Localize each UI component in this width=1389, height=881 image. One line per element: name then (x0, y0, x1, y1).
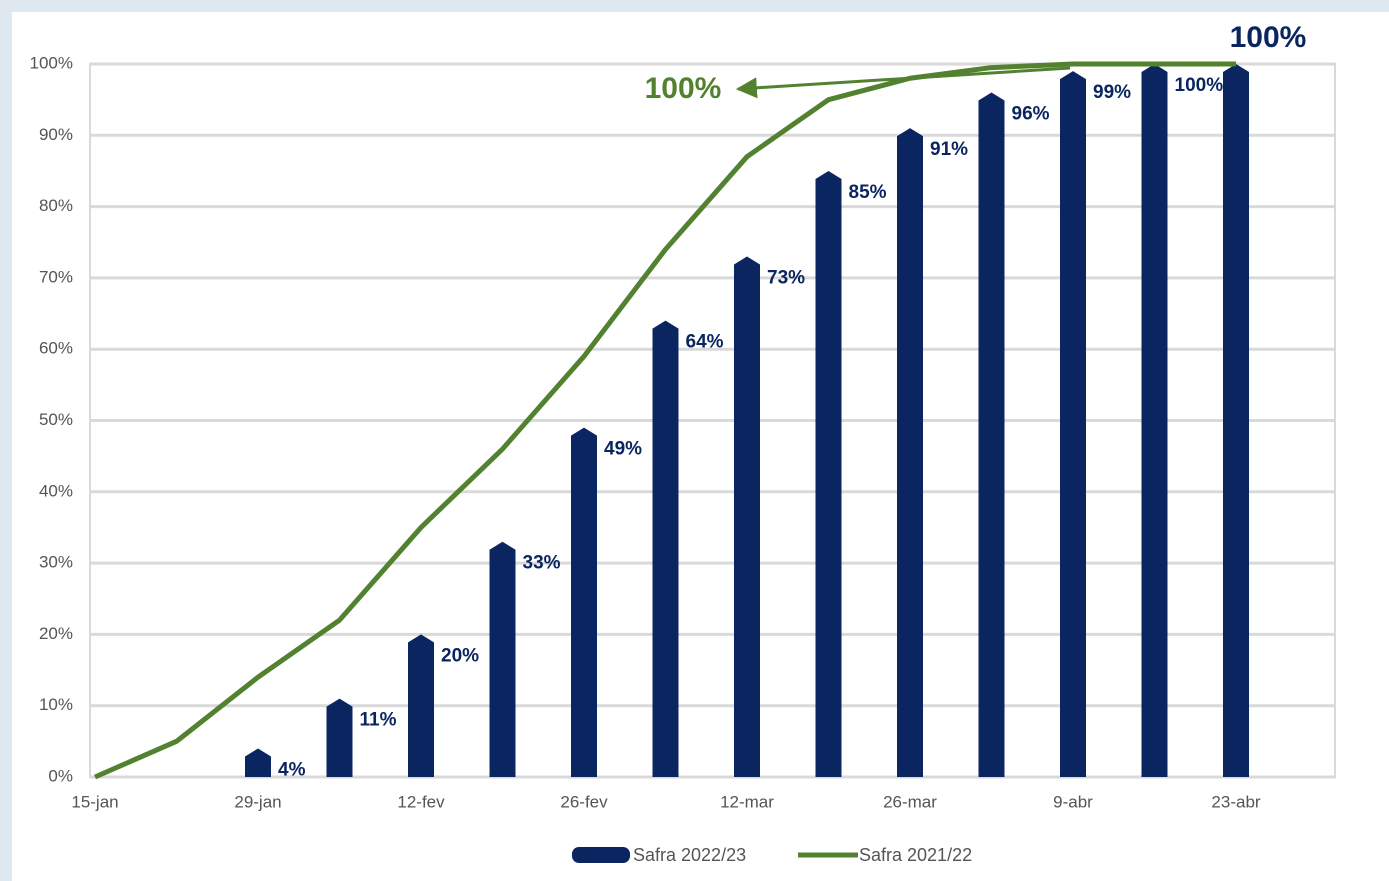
y-tick-label: 30% (39, 553, 73, 572)
value-label: 91% (930, 139, 968, 160)
y-tick-label: 10% (39, 695, 73, 714)
value-label: 96% (1012, 104, 1050, 125)
y-tick-label: 100% (30, 53, 73, 72)
y-tick-label: 20% (39, 624, 73, 643)
line (93, 61, 1236, 780)
y-tick-label: 90% (39, 125, 73, 144)
x-tick-label: 29-jan (234, 792, 281, 811)
bar (571, 427, 597, 777)
x-tick-label: 26-mar (883, 792, 937, 811)
chart-panel (12, 12, 1389, 881)
bar (408, 634, 434, 777)
value-label: 99% (1093, 82, 1131, 103)
bar (897, 128, 923, 778)
bar (978, 92, 1005, 777)
value-label: 20% (441, 645, 479, 666)
annotation-arrow (735, 66, 1071, 99)
annotation: 100% (645, 72, 722, 105)
value-label: 4% (278, 759, 306, 780)
value-label: 11% (360, 710, 397, 731)
value-label: 85% (849, 182, 887, 203)
value-label: 100% (1175, 75, 1224, 96)
legend-label: Safra 2022/23 (633, 845, 746, 865)
x-tick-label: 12-mar (720, 792, 774, 811)
x-tick-label: 15-jan (71, 792, 118, 811)
y-tick-label: 60% (39, 339, 73, 358)
legend-label: Safra 2021/22 (859, 845, 972, 865)
value-label: 73% (767, 268, 805, 289)
bar (734, 256, 760, 777)
bar (652, 320, 679, 777)
y-tick-label: 40% (39, 481, 73, 500)
value-label: 100% (1230, 21, 1307, 54)
x-tick-label: 26-fev (560, 792, 608, 811)
bar (489, 541, 516, 777)
y-tick-label: 70% (39, 267, 73, 286)
x-tick-label: 12-fev (397, 792, 445, 811)
value-label: 49% (604, 439, 642, 460)
bar (1060, 71, 1086, 777)
bar (245, 748, 271, 777)
x-tick-label: 9-abr (1053, 792, 1093, 811)
y-tick-label: 80% (39, 196, 73, 215)
value-label: 64% (686, 332, 724, 353)
y-tick-label: 0% (48, 766, 73, 785)
y-tick-label: 50% (39, 410, 73, 429)
bar (1223, 64, 1249, 777)
legend-swatch (572, 847, 630, 863)
x-tick-label: 23-abr (1211, 792, 1260, 811)
bar (1141, 64, 1168, 777)
bar (326, 698, 353, 777)
value-label: 33% (523, 553, 561, 574)
bar (815, 170, 842, 777)
